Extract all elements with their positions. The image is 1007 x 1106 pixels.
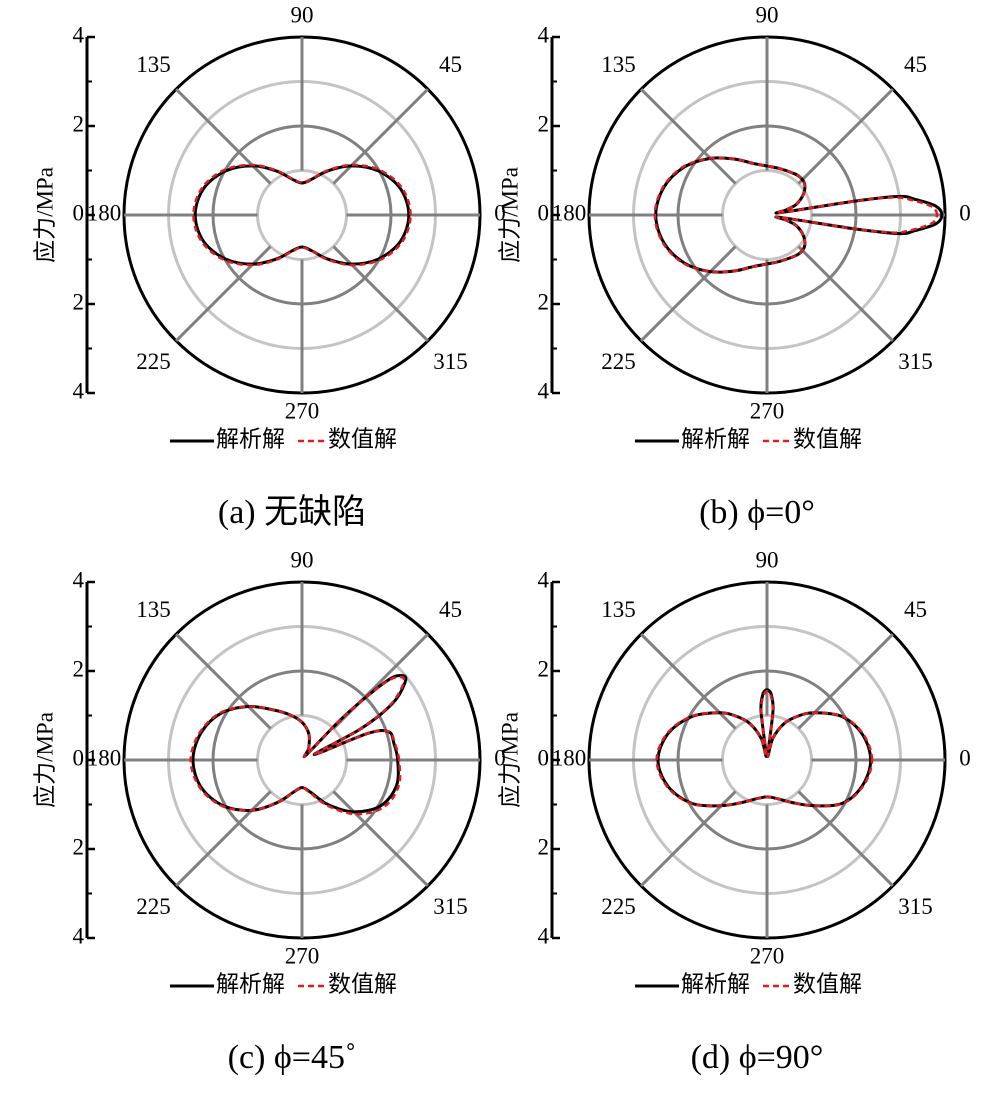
spoke — [797, 88, 894, 185]
angle-label: 270 — [750, 398, 785, 423]
r-tick-label: 2 — [73, 656, 85, 681]
caption: (b) ϕ=0° — [699, 494, 815, 531]
angle-label: 315 — [433, 894, 468, 919]
angle-label: 180 — [552, 200, 587, 225]
series-line — [192, 163, 412, 267]
spoke — [640, 790, 737, 887]
spoke — [797, 245, 894, 342]
caption: (d) ϕ=90° — [691, 1039, 824, 1076]
r-tick-label: 0 — [538, 200, 550, 225]
spoke — [332, 790, 429, 887]
angle-label: 270 — [750, 943, 785, 968]
angle-label: 45 — [439, 52, 462, 77]
r-axis-title: 应力/MPa — [32, 167, 57, 263]
angle-label: 135 — [136, 52, 171, 77]
polar-chart: 0 45 90 135 180 225 270 315 0 2 2 4 4 应力/MPa 解析解 数值解 (d)… — [497, 547, 970, 1076]
angle-label: 225 — [601, 349, 636, 374]
r-axis-title: 应力/MPa — [497, 167, 522, 263]
series-line — [653, 156, 939, 274]
r-tick-label: 2 — [538, 656, 550, 681]
angle-label: 90 — [756, 2, 779, 27]
caption: (c) ϕ=45˚ — [228, 1039, 357, 1076]
angle-label: 225 — [136, 894, 171, 919]
angle-label: 0 — [959, 745, 971, 770]
angle-label: 45 — [439, 597, 462, 622]
legend-label: 解析解 — [681, 971, 750, 996]
legend-label: 数值解 — [328, 971, 397, 996]
r-tick-label: 0 — [538, 745, 550, 770]
r-tick-label: 4 — [73, 378, 85, 403]
angle-label: 135 — [136, 597, 171, 622]
r-tick-label: 4 — [538, 923, 550, 948]
angle-label: 180 — [87, 745, 122, 770]
angle-label: 225 — [601, 894, 636, 919]
polar-chart: 0 45 90 135 180 225 270 315 0 2 2 4 4 应力/MPa 解析解 数值解 (a)… — [32, 2, 505, 531]
angle-label: 90 — [291, 2, 314, 27]
r-tick-label: 2 — [73, 834, 85, 859]
spoke — [640, 88, 737, 185]
angle-label: 90 — [291, 547, 314, 572]
r-tick-label: 4 — [73, 567, 85, 592]
caption: (a) 无缺陷 — [218, 493, 366, 531]
r-tick-label: 2 — [538, 834, 550, 859]
r-tick-label: 2 — [73, 289, 85, 314]
spoke — [175, 88, 272, 185]
angle-label: 180 — [552, 745, 587, 770]
angle-label: 0 — [494, 745, 506, 770]
r-tick-label: 4 — [73, 923, 85, 948]
r-tick-label: 4 — [73, 22, 85, 47]
polar-chart: 0 45 90 135 180 225 270 315 0 2 2 4 4 应力/MPa 解析解 数值解 (b)… — [497, 2, 970, 531]
r-tick-label: 2 — [538, 289, 550, 314]
angle-label: 315 — [433, 349, 468, 374]
r-tick-label: 0 — [73, 745, 85, 770]
spoke — [640, 633, 737, 730]
spoke — [175, 245, 272, 342]
r-tick-label: 4 — [538, 22, 550, 47]
grid-circle — [721, 169, 813, 261]
legend-label: 解析解 — [216, 971, 285, 996]
angle-label: 135 — [601, 52, 636, 77]
r-axis-title: 应力/MPa — [32, 712, 57, 808]
spoke — [797, 790, 894, 887]
spoke — [175, 790, 272, 887]
spoke — [640, 245, 737, 342]
angle-label: 315 — [898, 894, 933, 919]
spoke — [332, 245, 429, 342]
angle-label: 45 — [904, 52, 927, 77]
r-tick-label: 0 — [73, 200, 85, 225]
polar-chart: 0 45 90 135 180 225 270 315 0 2 2 4 4 应力/MPa 解析解 数值解 (c)… — [32, 547, 505, 1076]
angle-label: 315 — [898, 349, 933, 374]
legend-label: 数值解 — [793, 971, 862, 996]
angle-label: 0 — [494, 200, 506, 225]
r-tick-label: 4 — [538, 567, 550, 592]
grid-circle — [721, 714, 813, 806]
r-tick-label: 2 — [73, 111, 85, 136]
r-tick-label: 2 — [538, 111, 550, 136]
angle-label: 0 — [959, 200, 971, 225]
angle-label: 45 — [904, 597, 927, 622]
legend-label: 数值解 — [328, 426, 397, 451]
series-line — [191, 673, 408, 814]
angle-label: 270 — [285, 943, 320, 968]
angle-label: 180 — [87, 200, 122, 225]
angle-label: 135 — [601, 597, 636, 622]
r-axis-title: 应力/MPa — [497, 712, 522, 808]
series-line — [189, 675, 406, 816]
angle-label: 90 — [756, 547, 779, 572]
legend-label: 数值解 — [793, 426, 862, 451]
spoke — [332, 88, 429, 185]
spoke — [797, 633, 894, 730]
legend-label: 解析解 — [216, 426, 285, 451]
spoke — [175, 633, 272, 730]
angle-label: 225 — [136, 349, 171, 374]
legend-label: 解析解 — [681, 426, 750, 451]
series-line — [655, 689, 874, 808]
r-tick-label: 4 — [538, 378, 550, 403]
angle-label: 270 — [285, 398, 320, 423]
